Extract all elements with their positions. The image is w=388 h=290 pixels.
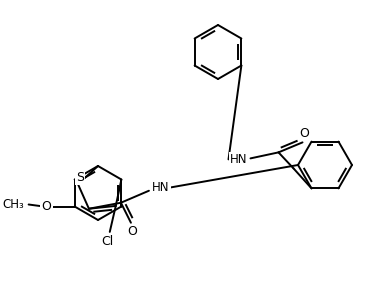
Text: S: S bbox=[76, 171, 84, 184]
Text: HN: HN bbox=[230, 153, 247, 166]
Text: O: O bbox=[42, 200, 52, 213]
Text: O: O bbox=[300, 127, 310, 140]
Text: O: O bbox=[127, 225, 137, 238]
Text: HN: HN bbox=[152, 181, 170, 194]
Text: Cl: Cl bbox=[102, 235, 114, 249]
Text: CH₃: CH₃ bbox=[3, 198, 24, 211]
